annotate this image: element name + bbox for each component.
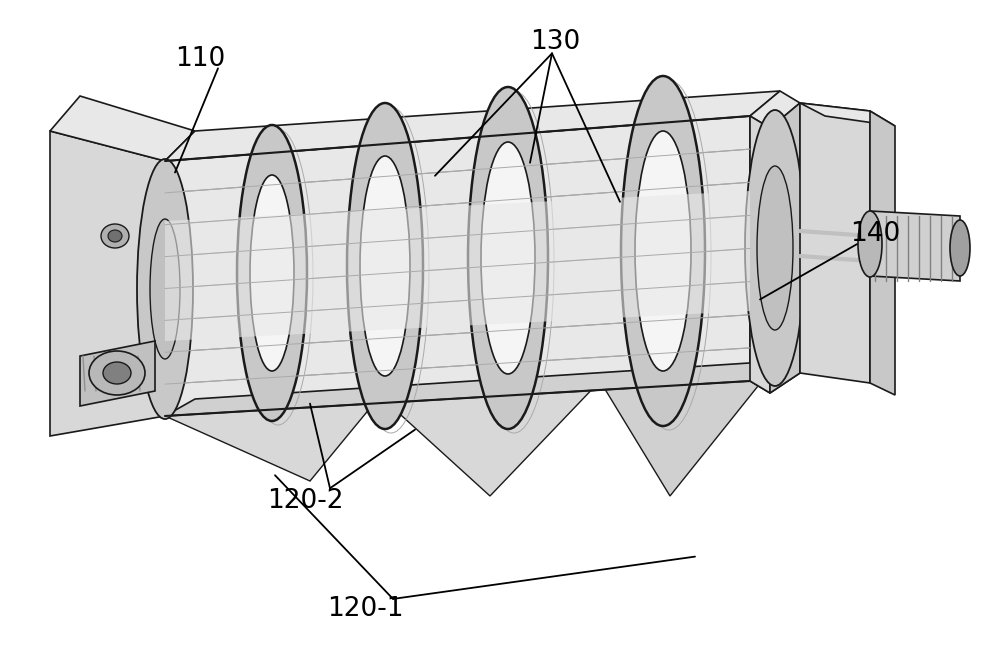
Text: 130: 130 bbox=[530, 29, 580, 55]
Polygon shape bbox=[165, 131, 195, 416]
Polygon shape bbox=[80, 341, 155, 406]
Polygon shape bbox=[750, 91, 800, 128]
Polygon shape bbox=[750, 116, 770, 393]
Polygon shape bbox=[165, 396, 380, 481]
Polygon shape bbox=[50, 96, 195, 161]
Ellipse shape bbox=[635, 131, 691, 371]
Ellipse shape bbox=[858, 211, 882, 277]
Polygon shape bbox=[600, 371, 770, 496]
Ellipse shape bbox=[757, 166, 793, 330]
Polygon shape bbox=[800, 103, 870, 383]
Polygon shape bbox=[165, 191, 750, 341]
Polygon shape bbox=[165, 361, 780, 416]
Ellipse shape bbox=[250, 175, 294, 371]
Polygon shape bbox=[870, 211, 960, 281]
Polygon shape bbox=[870, 111, 895, 395]
Text: 120-1: 120-1 bbox=[327, 596, 403, 622]
Ellipse shape bbox=[360, 156, 410, 376]
Polygon shape bbox=[165, 116, 750, 416]
Ellipse shape bbox=[101, 224, 129, 248]
Polygon shape bbox=[800, 103, 895, 126]
Ellipse shape bbox=[621, 76, 705, 426]
Ellipse shape bbox=[89, 351, 145, 395]
Ellipse shape bbox=[108, 230, 122, 242]
Ellipse shape bbox=[745, 110, 805, 386]
Ellipse shape bbox=[237, 125, 307, 421]
Ellipse shape bbox=[103, 362, 131, 384]
Text: 140: 140 bbox=[850, 221, 900, 247]
Polygon shape bbox=[165, 91, 780, 161]
Polygon shape bbox=[770, 103, 800, 393]
Polygon shape bbox=[50, 131, 165, 436]
Ellipse shape bbox=[150, 219, 180, 359]
Text: 120-2: 120-2 bbox=[267, 488, 343, 514]
Polygon shape bbox=[750, 361, 800, 393]
Polygon shape bbox=[380, 381, 600, 496]
Ellipse shape bbox=[468, 87, 548, 429]
Ellipse shape bbox=[137, 159, 193, 419]
Ellipse shape bbox=[347, 103, 423, 429]
Ellipse shape bbox=[481, 142, 535, 374]
Ellipse shape bbox=[950, 220, 970, 276]
Text: 110: 110 bbox=[175, 46, 225, 72]
